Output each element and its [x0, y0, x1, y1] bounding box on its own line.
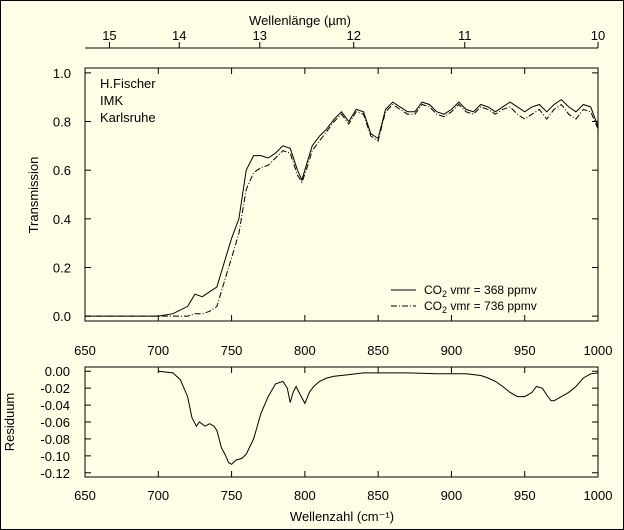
residual-axis-ticks: 0.00 -0.02 -0.04 -0.06 -0.08 -0.10 -0.12: [40, 364, 599, 481]
y-tick-label-0.6: 0.6: [53, 163, 71, 178]
residual-x-tick-labels: 650 700 750 800 850 900 950 1000: [74, 488, 612, 503]
x-tick-label-700: 700: [147, 343, 169, 358]
x-tick-label-900: 900: [441, 343, 463, 358]
x-tick-label-650: 650: [74, 343, 96, 358]
res-y-tick-label-0.00: 0.00: [45, 364, 70, 379]
transmission-line-736: [85, 103, 599, 317]
legend: CO2 vmr = 368 ppmv CO2 vmr = 736 ppmv: [391, 283, 537, 315]
top-tick-label-13: 13: [253, 28, 267, 43]
residual-y-label: Residuum: [2, 393, 17, 452]
residual-plot-area: [84, 366, 599, 478]
res-x-tick-label-850: 850: [367, 488, 389, 503]
res-y-tick-label--0.12: -0.12: [40, 466, 70, 481]
res-x-tick-label-700: 700: [147, 488, 169, 503]
transmission-line-368: [85, 98, 599, 317]
top-axis-ticks: 15 14 13 12 11 10: [102, 28, 605, 48]
y-tick-label-0.2: 0.2: [53, 260, 71, 275]
residual-series: [158, 370, 599, 465]
legend-label-368: CO2 vmr = 368 ppmv: [424, 283, 537, 299]
top-axis-title: Wellenlänge (µm): [249, 13, 351, 28]
transmission-y-label: Transmission: [26, 157, 41, 234]
res-y-tick-label--0.10: -0.10: [40, 449, 70, 464]
res-y-tick-label--0.06: -0.06: [40, 415, 70, 430]
y-tick-label-0.0: 0.0: [53, 309, 71, 324]
res-x-tick-label-1000: 1000: [584, 488, 613, 503]
res-x-tick-label-900: 900: [441, 488, 463, 503]
top-tick-label-14: 14: [172, 28, 186, 43]
res-x-tick-label-650: 650: [74, 488, 96, 503]
transmission-series: [85, 98, 599, 317]
residual-x-label: Wellenzahl (cm⁻¹): [290, 509, 394, 524]
transmission-panel: 0.0 0.2 0.4 0.6 0.8 1.0 Transmission H.Fische…: [26, 66, 599, 324]
x-tick-label-950: 950: [514, 343, 536, 358]
author-line-2: IMK: [100, 93, 123, 108]
top-tick-label-11: 11: [458, 28, 472, 43]
y-tick-label-1.0: 1.0: [53, 66, 71, 81]
residual-line: [158, 370, 599, 465]
author-line-1: H.Fischer: [100, 76, 156, 91]
residual-panel: 0.00 -0.02 -0.04 -0.06 -0.08 -0.10 -0.12 Resid…: [2, 364, 599, 481]
res-x-tick-label-950: 950: [514, 488, 536, 503]
res-x-tick-label-800: 800: [294, 488, 316, 503]
y-tick-label-0.8: 0.8: [53, 115, 71, 130]
x-tick-label-800: 800: [294, 343, 316, 358]
transmission-x-tick-labels: 650 700 750 800 850 900 950 1000: [74, 343, 612, 358]
transmission-axis-ticks: 0.0 0.2 0.4 0.6 0.8 1.0: [53, 66, 599, 324]
res-y-tick-label--0.08: -0.08: [40, 432, 70, 447]
legend-label-736: CO2 vmr = 736 ppmv: [424, 299, 537, 315]
res-x-tick-label-750: 750: [221, 488, 243, 503]
top-tick-label-12: 12: [346, 28, 360, 43]
res-y-tick-label--0.04: -0.04: [40, 398, 70, 413]
res-y-tick-label--0.02: -0.02: [40, 381, 70, 396]
x-tick-label-850: 850: [367, 343, 389, 358]
top-tick-label-10: 10: [591, 28, 605, 43]
transmission-plot-area: [84, 67, 599, 322]
x-tick-label-1000: 1000: [584, 343, 613, 358]
top-tick-label-15: 15: [102, 28, 116, 43]
author-line-3: Karlsruhe: [100, 110, 156, 125]
x-tick-label-750: 750: [221, 343, 243, 358]
y-tick-label-0.4: 0.4: [53, 212, 71, 227]
